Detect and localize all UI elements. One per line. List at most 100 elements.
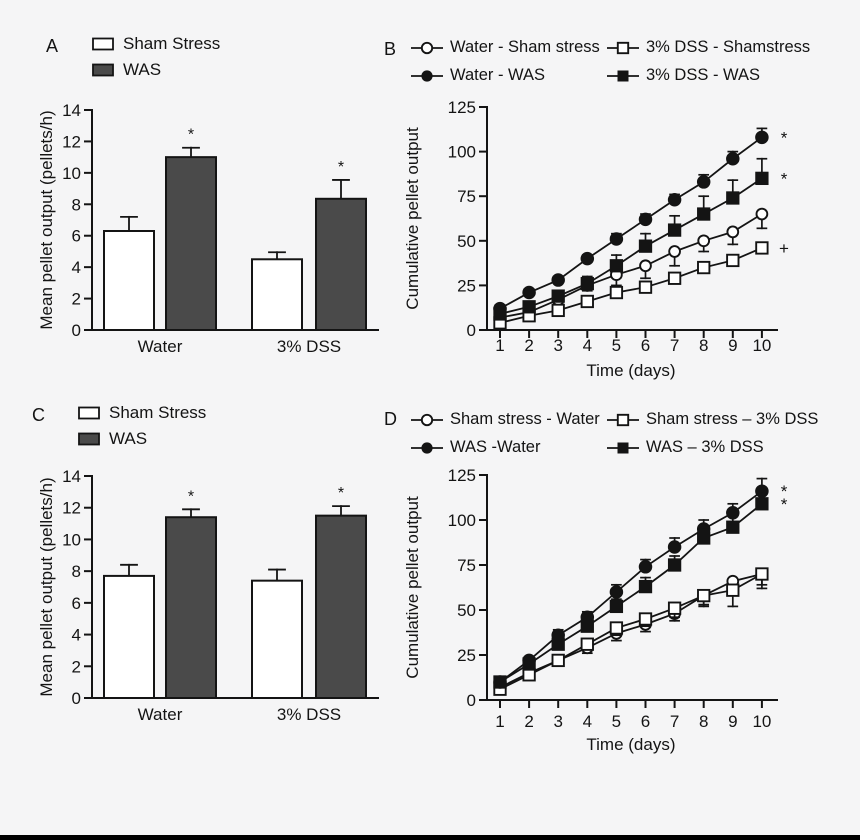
svg-text:*: * (781, 495, 788, 514)
svg-text:4: 4 (72, 258, 81, 277)
legend-label: Sham stress - Water (450, 410, 600, 428)
legend-item-was-dss: WAS – 3% DSS (607, 439, 764, 456)
svg-text:8: 8 (699, 336, 708, 355)
svg-text:50: 50 (457, 232, 476, 251)
svg-text:*: * (338, 159, 344, 176)
svg-text:+: + (779, 239, 789, 258)
legend-item-was-c: WAS (78, 430, 147, 447)
svg-text:5: 5 (612, 712, 621, 731)
svg-text:1: 1 (495, 336, 504, 355)
svg-text:*: * (188, 488, 194, 505)
svg-text:100: 100 (448, 143, 476, 162)
svg-text:125: 125 (448, 98, 476, 117)
svg-text:*: * (781, 482, 788, 501)
svg-text:50: 50 (457, 601, 476, 620)
legend-item-sham-stress-c: Sham Stress (78, 404, 206, 421)
svg-text:6: 6 (72, 594, 81, 613)
svg-text:9: 9 (728, 712, 737, 731)
legend-label: 3% DSS - WAS (646, 66, 760, 84)
svg-text:2: 2 (524, 336, 533, 355)
legend-item-dss-was: 3% DSS - WAS (607, 67, 760, 84)
svg-text:5: 5 (612, 336, 621, 355)
filled-box-swatch-icon (92, 63, 114, 77)
panel-c-letter: C (32, 405, 46, 425)
svg-text:*: * (781, 169, 788, 188)
panel-c-bar-chart: 0 2 4 6 8 10 12 14 Mean pellet output (pellets/h… (37, 467, 379, 724)
svg-text:10: 10 (752, 712, 771, 731)
legend-item-water-was: Water - WAS (411, 67, 545, 84)
svg-text:*: * (338, 485, 344, 502)
svg-text:0: 0 (467, 321, 476, 340)
legend-label: Sham Stress (123, 34, 221, 53)
svg-text:Water: Water (138, 705, 183, 724)
svg-text:1: 1 (495, 712, 504, 731)
svg-text:75: 75 (457, 556, 476, 575)
legend-label: WAS – 3% DSS (646, 438, 764, 456)
panel-d-letter: D (384, 409, 398, 429)
panel-a-bar-chart: 0 2 4 6 8 10 12 14 Mean pellet output (pellets/h… (37, 101, 379, 356)
legend-item-dss-shamstress: 3% DSS - Shamstress (607, 39, 810, 56)
svg-text:125: 125 (448, 466, 476, 485)
svg-text:8: 8 (72, 562, 81, 581)
svg-text:*: * (781, 128, 788, 147)
legend-item-sham-dss: Sham stress – 3% DSS (607, 411, 818, 428)
svg-text:10: 10 (752, 336, 771, 355)
svg-text:0: 0 (72, 321, 81, 340)
legend-label: WAS -Water (450, 438, 541, 456)
svg-text:4: 4 (583, 336, 592, 355)
svg-text:Cumulative pellet output: Cumulative pellet output (403, 127, 422, 310)
svg-text:Water: Water (138, 337, 183, 356)
svg-text:25: 25 (457, 646, 476, 665)
svg-text:100: 100 (448, 511, 476, 530)
svg-text:3: 3 (553, 712, 562, 731)
svg-text:7: 7 (670, 712, 679, 731)
svg-text:6: 6 (72, 227, 81, 246)
svg-text:25: 25 (457, 276, 476, 295)
svg-text:3% DSS: 3% DSS (277, 337, 341, 356)
open-square-marker-icon (607, 41, 639, 55)
filled-square-marker-icon (607, 441, 639, 455)
svg-text:Time (days): Time (days) (586, 361, 675, 380)
svg-text:7: 7 (670, 336, 679, 355)
svg-text:12: 12 (62, 499, 81, 518)
legend-item-was-a: WAS (92, 61, 161, 78)
open-circle-marker-icon (411, 41, 443, 55)
svg-text:6: 6 (641, 336, 650, 355)
filled-circle-marker-icon (411, 69, 443, 83)
bottom-black-bar (0, 835, 860, 840)
svg-text:14: 14 (62, 467, 81, 486)
svg-text:10: 10 (62, 164, 81, 183)
svg-text:2: 2 (524, 712, 533, 731)
svg-text:4: 4 (72, 626, 81, 645)
svg-text:6: 6 (641, 712, 650, 731)
legend-label: WAS (123, 60, 162, 79)
svg-text:9: 9 (728, 336, 737, 355)
legend-label: Water - Sham stress (450, 38, 600, 56)
svg-text:0: 0 (72, 689, 81, 708)
svg-text:Time (days): Time (days) (586, 735, 675, 754)
svg-text:3: 3 (553, 336, 562, 355)
legend-label: WAS (109, 429, 148, 448)
open-box-swatch-icon (78, 406, 100, 420)
svg-text:8: 8 (699, 712, 708, 731)
legend-label: 3% DSS - Shamstress (646, 38, 811, 56)
legend-item-sham-water: Sham stress - Water (411, 411, 600, 428)
legend-item-sham-stress-a: Sham Stress (92, 35, 220, 52)
svg-text:2: 2 (72, 290, 81, 309)
panel-a-letter: A (46, 36, 59, 56)
svg-text:4: 4 (583, 712, 592, 731)
legend-label: Sham Stress (109, 403, 207, 422)
filled-square-marker-icon (607, 69, 639, 83)
open-circle-marker-icon (411, 413, 443, 427)
svg-text:14: 14 (62, 101, 81, 120)
legend-label: Water - WAS (450, 66, 546, 84)
svg-text:75: 75 (457, 187, 476, 206)
legend-item-was-water: WAS -Water (411, 439, 540, 456)
open-box-swatch-icon (92, 37, 114, 51)
open-square-marker-icon (607, 413, 639, 427)
svg-text:Cumulative pellet output: Cumulative pellet output (403, 496, 422, 679)
svg-text:3% DSS: 3% DSS (277, 705, 341, 724)
